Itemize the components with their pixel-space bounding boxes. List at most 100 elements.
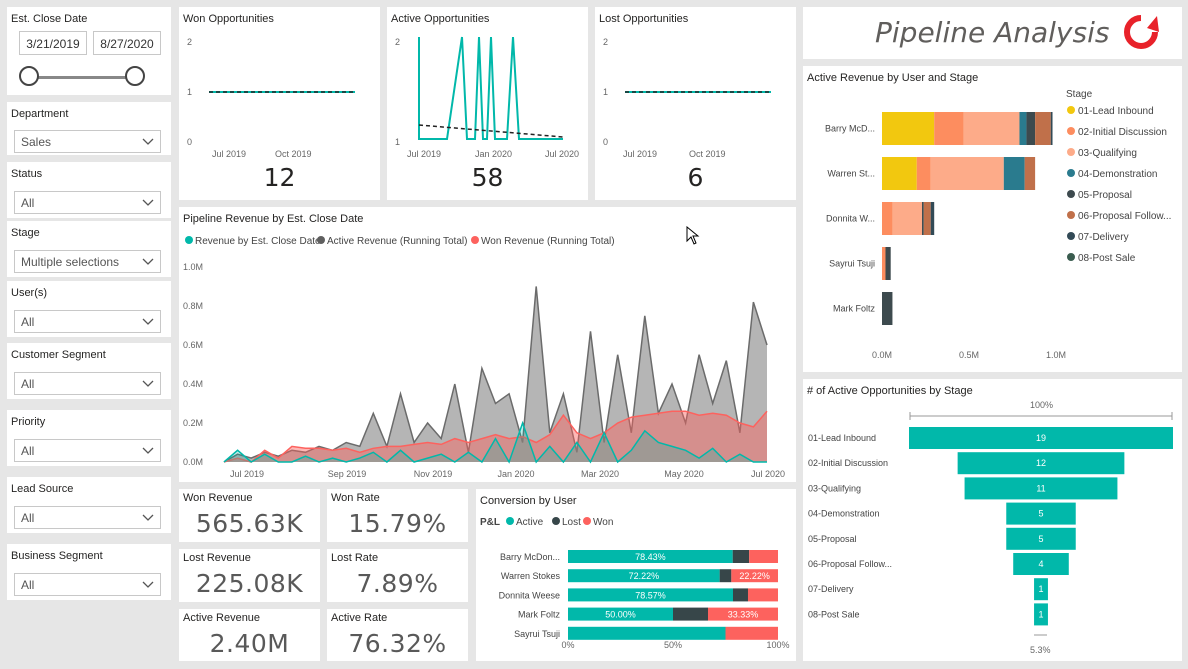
slicer-dropdown[interactable]: All	[14, 191, 161, 214]
legend-item: 08-Post Sale	[1078, 253, 1136, 264]
kpi-value: 15.79%	[348, 509, 447, 538]
legend-item: Lost	[562, 517, 581, 528]
legend-item: Active	[516, 517, 544, 528]
conversion-bar-segment[interactable]	[732, 550, 750, 563]
x-tick: Jul 2019	[212, 149, 246, 159]
funnel-value: 4	[1038, 559, 1043, 569]
conversion-bar-segment[interactable]	[568, 607, 673, 621]
conversion-bar-segment[interactable]	[747, 588, 778, 602]
kpi-value: 76.32%	[348, 629, 447, 658]
kpi-active-revenue: Active Revenue 2.40M	[179, 609, 320, 661]
stacked-bar-segment[interactable]	[1024, 157, 1036, 190]
funnel-bar[interactable]	[964, 477, 1118, 500]
stacked-bar-segment[interactable]	[916, 157, 931, 190]
funnel-bar[interactable]	[1006, 502, 1076, 525]
stacked-bar-segment[interactable]	[882, 157, 917, 190]
conversion-bar-segment[interactable]	[732, 588, 748, 602]
chevron-down-icon	[142, 447, 154, 454]
slicer-dropdown[interactable]: All	[14, 439, 161, 462]
funnel-category: 03-Qualifying	[808, 483, 861, 493]
x-tick: Jul 2020	[751, 469, 785, 479]
kpi-value: 7.89%	[356, 569, 439, 598]
stacked-bar-segment[interactable]	[882, 247, 886, 280]
stacked-bar-segment[interactable]	[930, 157, 1004, 190]
funnel-title: # of Active Opportunities by Stage	[807, 385, 973, 397]
start-date-input[interactable]: 3/21/2019	[19, 31, 87, 55]
stacked-bar-segment[interactable]	[963, 112, 1020, 145]
active-opportunities-count: 58	[471, 163, 504, 192]
funnel-bar[interactable]	[909, 427, 1173, 449]
slicer-stage: Stage Multiple selections	[7, 221, 171, 277]
slicer-dropdown[interactable]: All	[14, 372, 161, 395]
chevron-down-icon	[142, 199, 154, 206]
slicer-label: Department	[11, 108, 69, 120]
slicer-dropdown[interactable]: Sales	[14, 130, 161, 153]
conversion-bar-segment[interactable]	[568, 626, 726, 640]
date-range-end-handle[interactable]	[125, 66, 145, 86]
funnel-bar[interactable]	[957, 452, 1125, 475]
stacked-bar-segment[interactable]	[882, 292, 893, 325]
stacked-bar-segment[interactable]	[1035, 112, 1051, 145]
category-label: Sayrui Tsuji	[829, 259, 875, 269]
mouse-cursor-icon	[686, 226, 700, 245]
conversion-bar-segment[interactable]	[568, 550, 733, 563]
refresh-arrow-icon[interactable]	[1121, 12, 1161, 52]
conversion-bar-segment[interactable]	[731, 569, 778, 583]
slicer-dropdown[interactable]: All	[14, 310, 161, 333]
stacked-bar-segment[interactable]	[923, 202, 931, 235]
pipeline-revenue-card: Pipeline Revenue by Est. Close Date Reve…	[179, 207, 796, 482]
area-fill	[224, 286, 767, 462]
stacked-bar-segment[interactable]	[1026, 112, 1036, 145]
date-range-start-handle[interactable]	[19, 66, 39, 86]
conversion-bar-segment[interactable]	[568, 588, 733, 602]
legend-prefix: P&L	[480, 517, 500, 528]
kpi-lost-rate: Lost Rate 7.89%	[327, 549, 468, 602]
stacked-bar-segment[interactable]	[882, 202, 893, 235]
conversion-bar-segment[interactable]	[749, 550, 778, 563]
conversion-bar-segment[interactable]	[719, 569, 732, 583]
funnel-bar[interactable]	[1006, 527, 1076, 550]
legend-title: Stage	[1066, 89, 1093, 100]
chevron-down-icon	[142, 318, 154, 325]
legend-swatch	[1067, 211, 1075, 219]
x-tick: Oct 2019	[275, 149, 312, 159]
stacked-bar-segment[interactable]	[1019, 112, 1027, 145]
stacked-bar-segment[interactable]	[1050, 112, 1053, 145]
slicer-dropdown[interactable]: Multiple selections	[14, 250, 161, 273]
slicer-dropdown[interactable]: All	[14, 506, 161, 529]
funnel-bar[interactable]	[1013, 553, 1069, 575]
stacked-bar-segment[interactable]	[930, 202, 935, 235]
conversion-bar-segment[interactable]	[673, 607, 709, 621]
conversion-card: Conversion by User P&L Active Lost Won B…	[476, 489, 796, 661]
funnel-category: 05-Proposal	[808, 534, 857, 544]
funnel-bar[interactable]	[1034, 578, 1048, 601]
kpi-label: Won Revenue	[183, 492, 253, 504]
legend-swatch	[1067, 232, 1075, 240]
stacked-bar-segment[interactable]	[885, 247, 891, 280]
kpi-won-revenue: Won Revenue 565.63K	[179, 489, 320, 542]
conversion-bar-segment[interactable]	[708, 607, 778, 621]
slicer-value: All	[21, 196, 35, 210]
legend-item: 05-Proposal	[1078, 190, 1132, 201]
slicer-dropdown[interactable]: All	[14, 573, 161, 596]
won-opportunities-count: 12	[263, 163, 296, 192]
active-opportunities-card: Active Opportunities 2 1 Jul 2019 Jan 20…	[387, 7, 588, 200]
legend-swatch	[1067, 190, 1075, 198]
stacked-bar-segment[interactable]	[1003, 157, 1025, 190]
x-tick: 0.5M	[959, 350, 979, 360]
kpi-value: 565.63K	[195, 509, 304, 538]
funnel-category: 04-Demonstration	[808, 509, 880, 519]
legend-swatch	[506, 517, 514, 525]
conversion-bar-segment[interactable]	[725, 626, 779, 640]
conversion-bar-segment[interactable]	[568, 569, 720, 583]
series-line	[223, 410, 768, 463]
stacked-bar-segment[interactable]	[934, 112, 964, 145]
stacked-bar-segment[interactable]	[922, 202, 924, 235]
stacked-bar-segment[interactable]	[882, 112, 935, 145]
funnel-bar[interactable]	[1034, 603, 1048, 626]
slicer-label: User(s)	[11, 287, 48, 299]
y-tick: 0	[187, 137, 192, 147]
end-date-input[interactable]: 8/27/2020	[93, 31, 161, 55]
stacked-bar-segment[interactable]	[892, 202, 923, 235]
y-tick: 0.2M	[183, 418, 203, 428]
